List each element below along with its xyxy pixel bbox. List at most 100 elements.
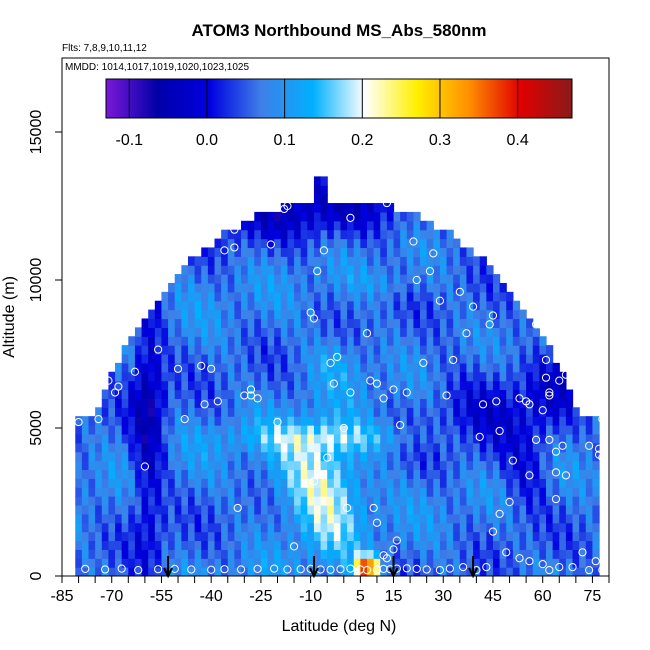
heatmap-cell — [393, 513, 401, 524]
heatmap-cell — [294, 398, 302, 408]
heatmap-cell — [75, 451, 83, 462]
heatmap-cell — [280, 558, 289, 568]
heatmap-cell — [181, 265, 189, 275]
heatmap-cell — [459, 531, 468, 542]
heatmap-cell — [247, 274, 255, 284]
heatmap-cell — [526, 433, 534, 444]
heatmap-cell — [340, 549, 348, 559]
heatmap-cell — [592, 540, 600, 550]
heatmap-cell — [512, 460, 521, 471]
heatmap-cell — [121, 345, 129, 355]
heatmap-cell — [115, 567, 123, 576]
heatmap-cell — [526, 425, 534, 435]
heatmap-cell — [201, 256, 209, 266]
heatmap-cell — [154, 442, 163, 453]
heatmap-cell — [333, 229, 342, 240]
heatmap-cell — [274, 451, 282, 462]
heatmap-cell — [181, 478, 189, 488]
heatmap-cell — [340, 496, 348, 506]
heatmap-cell — [254, 469, 262, 479]
heatmap-cell — [287, 354, 295, 364]
data-point — [512, 222, 521, 231]
heatmap-cell — [479, 425, 487, 435]
heatmap-cell — [340, 345, 348, 355]
heatmap-cell — [168, 531, 176, 542]
data-point — [455, 287, 464, 296]
heatmap-cell — [532, 371, 540, 382]
heatmap-cell — [439, 336, 448, 346]
heatmap-cell — [446, 478, 454, 488]
heatmap-cell — [380, 442, 388, 453]
heatmap-cell — [373, 380, 381, 391]
heatmap-cell — [214, 442, 222, 453]
heatmap-cell — [300, 469, 308, 479]
data-point — [346, 388, 355, 397]
heatmap-cell — [327, 504, 335, 515]
heatmap-cell — [313, 336, 322, 346]
heatmap-cell — [539, 478, 547, 488]
heatmap-cell — [207, 354, 216, 364]
heatmap-cell — [168, 362, 176, 373]
heatmap-cell — [300, 496, 308, 506]
heatmap-cell — [360, 256, 368, 266]
heatmap-cell — [499, 540, 507, 550]
heatmap-cell — [294, 336, 302, 346]
heatmap-cell — [413, 211, 421, 222]
heatmap-cell — [333, 220, 342, 231]
heatmap-cell — [108, 513, 116, 524]
heatmap-cell — [181, 274, 189, 284]
heatmap-cell — [459, 318, 468, 328]
heatmap-cell — [327, 336, 335, 346]
heatmap-cell — [294, 362, 302, 373]
heatmap-cell — [108, 540, 116, 550]
x-tick-label: 15 — [385, 588, 403, 605]
heatmap-cell — [260, 238, 269, 249]
heatmap-cell — [420, 487, 428, 497]
heatmap-cell — [320, 318, 328, 328]
heatmap-cell — [327, 318, 335, 328]
heatmap-cell — [274, 549, 282, 559]
heatmap-cell — [439, 380, 448, 391]
heatmap-cell — [241, 389, 249, 399]
data-point — [326, 358, 335, 367]
heatmap-cell — [400, 282, 408, 293]
heatmap-cell — [128, 425, 136, 435]
heatmap-cell — [552, 487, 560, 497]
heatmap-cell — [327, 309, 335, 320]
heatmap-cell — [479, 354, 487, 364]
heatmap-cell — [400, 460, 408, 471]
heatmap-cell — [565, 540, 574, 550]
heatmap-cell — [413, 327, 421, 337]
heatmap-cell — [154, 478, 163, 488]
heatmap-cell — [446, 362, 454, 373]
heatmap-cell — [201, 558, 209, 568]
heatmap-cell — [340, 522, 348, 533]
heatmap-cell — [313, 211, 322, 222]
heatmap-cell — [247, 496, 255, 506]
heatmap-cell — [552, 433, 560, 444]
heatmap-cell — [340, 460, 348, 471]
heatmap-cell — [565, 425, 574, 435]
heatmap-cell — [340, 513, 348, 524]
heatmap-cell — [380, 282, 388, 293]
heatmap-cell — [360, 513, 368, 524]
heatmap-cell — [486, 318, 494, 328]
y-axis-label: Altitude (m) — [1, 276, 18, 358]
data-point — [495, 426, 504, 436]
heatmap-cell — [168, 407, 176, 417]
heatmap-cell — [187, 362, 196, 373]
heatmap-cell — [453, 300, 461, 311]
heatmap-cell — [307, 442, 315, 453]
heatmap-cell — [393, 442, 401, 453]
heatmap-cell — [115, 425, 123, 435]
heatmap-cell — [546, 504, 554, 515]
heatmap-cell — [313, 504, 322, 515]
heatmap-cell — [207, 362, 216, 373]
heatmap-cell — [280, 513, 289, 524]
heatmap-cell — [95, 549, 103, 559]
heatmap-cell — [201, 425, 209, 435]
heatmap-cell — [207, 265, 216, 275]
heatmap-cell — [446, 327, 454, 337]
heatmap-cell — [280, 425, 289, 435]
heatmap-cell — [400, 327, 408, 337]
